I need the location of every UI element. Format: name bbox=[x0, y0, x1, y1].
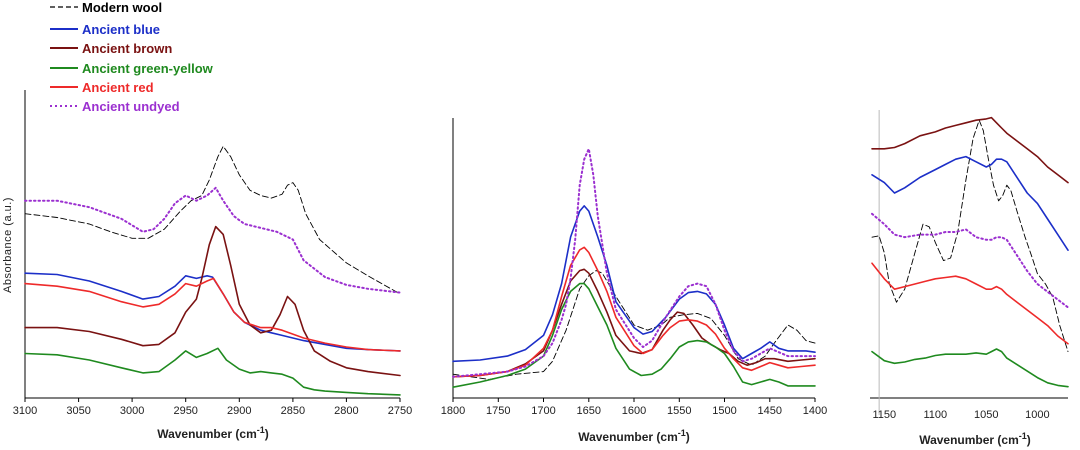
panel-amide-tick-label-1600: 1600 bbox=[622, 405, 646, 417]
legend: Modern wool Ancient blue Ancient brown A… bbox=[50, 0, 214, 114]
panel-amide-tick-label-1500: 1500 bbox=[712, 405, 736, 417]
panel-amide-x-label-sup: -1 bbox=[678, 428, 686, 438]
panel-amide-tick-label-1750: 1750 bbox=[486, 405, 510, 417]
panel-amide-series-ancient-green-yellow bbox=[452, 282, 816, 389]
panel-ch-stretch-ticks: 3100 3050 3000 2950 2900 2850 2800 2750 bbox=[13, 398, 412, 417]
y-axis-label: Absorbance (a.u.) bbox=[2, 197, 14, 293]
panel-ch-stretch-series-ancient-undyed bbox=[24, 186, 401, 294]
panel-amide-tick-label-1700: 1700 bbox=[531, 405, 555, 417]
panel-cysteine-series-ancient-brown bbox=[871, 116, 1069, 184]
panel-cysteine-tick-label-1100: 1100 bbox=[923, 409, 947, 421]
panel-ch-stretch-x-label-main: Wavenumber (cm bbox=[157, 427, 257, 441]
panel-amide-x-label: Wavenumber (cm-1) bbox=[578, 428, 690, 444]
panel-cysteine-series-ancient-red bbox=[871, 262, 1069, 345]
panel-amide-x-label-main: Wavenumber (cm bbox=[578, 430, 678, 444]
panel-amide-tick-label-1550: 1550 bbox=[667, 405, 691, 417]
panel-ch-stretch-tick-label-3100: 3100 bbox=[13, 405, 37, 417]
panel-ch-stretch-series-modern-wool bbox=[24, 145, 401, 295]
panel-cysteine-x-label-main: Wavenumber (cm bbox=[919, 433, 1019, 447]
panel-amide-series-modern-wool bbox=[452, 270, 816, 380]
panel-ch-stretch: 3100 3050 3000 2950 2900 2850 2800 2750 Wavenum… bbox=[13, 90, 412, 441]
legend-item-ancient-red: Ancient red bbox=[50, 80, 154, 95]
panel-amide-series-ancient-blue bbox=[452, 205, 816, 363]
legend-item-ancient-blue: Ancient blue bbox=[50, 22, 160, 37]
panel-amide-tick-label-1400: 1400 bbox=[803, 405, 827, 417]
legend-label-modern-wool: Modern wool bbox=[82, 0, 162, 15]
panel-amide-ticks: 1800 1750 1700 1650 1600 1550 1500 1450 1400 bbox=[441, 398, 827, 417]
panel-ch-stretch-tick-label-2900: 2900 bbox=[227, 405, 251, 417]
legend-label-ancient-blue: Ancient blue bbox=[82, 22, 160, 37]
panel-amide-series-ancient-brown bbox=[452, 268, 816, 378]
panel-ch-stretch-series-ancient-blue bbox=[24, 272, 401, 352]
panel-ch-stretch-series-ancient-red bbox=[24, 277, 401, 352]
panel-cysteine-x-label-sup: -1 bbox=[1019, 431, 1027, 441]
panel-cysteine-series-ancient-undyed bbox=[871, 212, 1069, 309]
panel-amide-tick-label-1800: 1800 bbox=[441, 405, 465, 417]
panel-amide-series bbox=[452, 147, 816, 389]
panel-ch-stretch-x-label: Wavenumber (cm-1) bbox=[157, 425, 269, 441]
panel-ch-stretch-x-label-sup: -1 bbox=[257, 425, 265, 435]
panel-ch-stretch-series-ancient-brown bbox=[24, 225, 401, 377]
legend-item-ancient-brown: Ancient brown bbox=[50, 41, 172, 56]
legend-label-ancient-red: Ancient red bbox=[82, 80, 154, 95]
panel-amide-series-ancient-red bbox=[452, 246, 816, 378]
legend-item-modern-wool: Modern wool bbox=[50, 0, 162, 15]
panel-cysteine-ticks: 1150 1100 1050 1000 bbox=[872, 409, 1049, 421]
panel-ch-stretch-x-label-close: ) bbox=[265, 427, 269, 441]
panel-cysteine-series bbox=[871, 116, 1069, 388]
legend-label-ancient-green-yellow: Ancient green-yellow bbox=[82, 61, 214, 76]
panel-cysteine: 1150 1100 1050 1000 Wavenumber (cm-1) bbox=[870, 110, 1069, 447]
panel-ch-stretch-tick-label-2800: 2800 bbox=[334, 405, 358, 417]
panel-ch-stretch-tick-label-2950: 2950 bbox=[173, 405, 197, 417]
panel-amide-tick-label-1650: 1650 bbox=[577, 405, 601, 417]
panel-ch-stretch-tick-label-2750: 2750 bbox=[388, 405, 412, 417]
panel-cysteine-tick-label-1050: 1050 bbox=[974, 409, 998, 421]
panel-cysteine-series-ancient-green-yellow bbox=[871, 348, 1069, 388]
panel-amide-series-ancient-undyed bbox=[452, 147, 816, 378]
panel-cysteine-tick-label-1150: 1150 bbox=[872, 409, 896, 421]
panel-cysteine-tick-label-1000: 1000 bbox=[1025, 409, 1049, 421]
panel-cysteine-x-label-close: ) bbox=[1027, 433, 1031, 447]
legend-label-ancient-undyed: Ancient undyed bbox=[82, 99, 180, 114]
panel-amide: 1800 1750 1700 1650 1600 1550 1500 1450 1400 Wav… bbox=[441, 118, 827, 444]
panel-ch-stretch-tick-label-3050: 3050 bbox=[66, 405, 90, 417]
panel-ch-stretch-tick-label-3000: 3000 bbox=[120, 405, 144, 417]
panel-ch-stretch-series bbox=[24, 145, 401, 396]
panel-ch-stretch-series-ancient-green-yellow bbox=[24, 347, 401, 396]
panel-amide-tick-label-1450: 1450 bbox=[758, 405, 782, 417]
legend-item-ancient-undyed: Ancient undyed bbox=[50, 99, 180, 114]
legend-item-ancient-green-yellow: Ancient green-yellow bbox=[50, 61, 214, 76]
panel-cysteine-x-label: Wavenumber (cm-1) bbox=[919, 431, 1031, 447]
panel-cysteine-series-ancient-blue bbox=[871, 155, 1069, 251]
panel-amide-x-label-close: ) bbox=[686, 430, 690, 444]
legend-label-ancient-brown: Ancient brown bbox=[82, 41, 172, 56]
panel-ch-stretch-tick-label-2850: 2850 bbox=[281, 405, 305, 417]
